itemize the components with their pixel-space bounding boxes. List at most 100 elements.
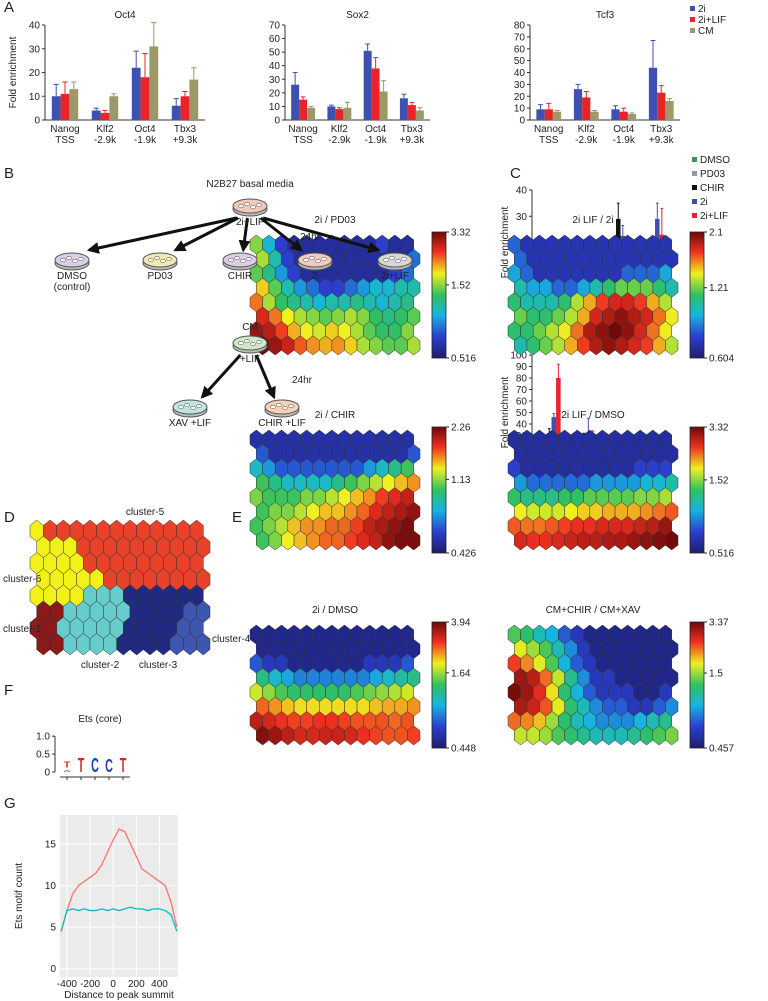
bar bbox=[619, 111, 628, 120]
x-tick-label: Oct4-1.9k bbox=[365, 124, 388, 146]
error-bar bbox=[592, 110, 597, 112]
som-cell bbox=[407, 530, 421, 551]
y-tick-label: 40 bbox=[514, 68, 526, 79]
dish bbox=[142, 252, 178, 268]
y-tick-label: 70 bbox=[514, 32, 526, 43]
legend-label: CHIR bbox=[700, 183, 724, 194]
diagram-title: N2B27 basal media bbox=[206, 179, 294, 190]
legend-label: 2i bbox=[698, 4, 706, 15]
bar bbox=[109, 96, 119, 120]
colorbar bbox=[431, 621, 447, 749]
colorbar bbox=[431, 231, 447, 359]
y-tick-label: 30 bbox=[269, 75, 281, 86]
bar bbox=[149, 46, 159, 120]
cell bbox=[256, 203, 262, 207]
logo-letter: T bbox=[120, 756, 127, 777]
cluster-label: cluster-4 bbox=[212, 634, 251, 645]
dish bbox=[222, 252, 258, 268]
legend-label: 2i+LIF bbox=[698, 15, 726, 26]
chart-title: Sox2 bbox=[346, 10, 369, 21]
colorbar bbox=[431, 426, 447, 554]
error-bar bbox=[71, 81, 77, 90]
legend-swatch bbox=[690, 28, 695, 33]
x-tick-label: -400 bbox=[57, 979, 77, 990]
colorbar-label: 1.64 bbox=[451, 668, 471, 679]
y-tick-label: 50 bbox=[516, 408, 528, 419]
node-sublabel: (control) bbox=[54, 282, 91, 293]
error-bar bbox=[53, 83, 59, 97]
y-tick-label: 90 bbox=[516, 362, 528, 373]
error-bar bbox=[308, 105, 314, 108]
error-bar bbox=[173, 98, 179, 106]
error-bar bbox=[660, 207, 664, 235]
colorbar-label: 1.52 bbox=[709, 475, 729, 486]
error-bar bbox=[613, 105, 618, 110]
bar bbox=[415, 110, 424, 120]
logo-letter: C bbox=[105, 756, 113, 777]
chart-title: 2i LIF / 2i bbox=[572, 215, 613, 226]
colorbar-label: 0.516 bbox=[709, 549, 734, 560]
bar bbox=[299, 99, 308, 120]
cell bbox=[60, 258, 66, 262]
error-bar bbox=[655, 202, 659, 219]
error-bar bbox=[621, 107, 627, 112]
legend-swatch bbox=[692, 185, 697, 190]
chart-title: 2i / CHIR bbox=[315, 410, 356, 421]
cell bbox=[244, 202, 250, 206]
bar bbox=[189, 79, 199, 120]
colorbar-label: 0.457 bbox=[709, 744, 734, 755]
cell bbox=[238, 204, 244, 208]
legend-swatch bbox=[692, 157, 697, 162]
error-bar bbox=[546, 102, 552, 110]
x-tick-label: 400 bbox=[151, 979, 168, 990]
error-bar bbox=[182, 91, 188, 97]
error-bar bbox=[191, 67, 197, 80]
colorbar-label: 0.604 bbox=[709, 354, 734, 365]
colorbar-label: 2.26 bbox=[451, 423, 471, 434]
y-tick-label: 50 bbox=[514, 56, 526, 67]
chart-title: 2i / DMSO bbox=[312, 605, 358, 616]
bar bbox=[371, 68, 380, 120]
cell bbox=[184, 403, 190, 407]
line-series bbox=[60, 906, 178, 932]
error-bar bbox=[629, 112, 635, 115]
cell bbox=[238, 341, 244, 345]
arrow bbox=[86, 216, 237, 254]
bar bbox=[171, 105, 181, 120]
cluster-label: cluster-1 bbox=[3, 624, 42, 635]
node-label: CM bbox=[242, 322, 258, 333]
error-bar bbox=[556, 363, 560, 378]
cluster-label: cluster-5 bbox=[126, 507, 165, 518]
arrow bbox=[254, 354, 276, 400]
y-tick-label: 60 bbox=[269, 34, 281, 45]
node-label: PD03 bbox=[147, 271, 172, 282]
y-tick-label: 30 bbox=[29, 44, 41, 55]
bar bbox=[582, 97, 591, 120]
cell bbox=[309, 256, 315, 260]
y-tick-label: 10 bbox=[45, 881, 57, 892]
chart-title: 2i / PD03 bbox=[314, 215, 356, 226]
bar bbox=[343, 107, 352, 120]
x-tick-label: Tbx3+9.3k bbox=[649, 124, 675, 146]
y-tick-label: 60 bbox=[514, 44, 526, 55]
cluster-label: cluster-3 bbox=[139, 660, 178, 671]
error-bar bbox=[336, 107, 342, 110]
cell bbox=[240, 259, 246, 263]
colorbar-label: 1.13 bbox=[451, 475, 471, 486]
legend-swatch bbox=[692, 213, 697, 218]
legend-label: 2i bbox=[700, 197, 708, 208]
cell bbox=[250, 342, 256, 346]
legend-swatch bbox=[692, 171, 697, 176]
duration-label: 24hr bbox=[292, 375, 313, 386]
legend-label: 2i+LIF bbox=[700, 211, 728, 222]
cell bbox=[166, 257, 172, 261]
bar bbox=[307, 107, 316, 120]
dish bbox=[54, 252, 90, 268]
som-cell bbox=[665, 725, 679, 746]
node-label: CHIR bbox=[228, 271, 252, 282]
error-bar bbox=[151, 22, 157, 47]
y-tick-label: 10 bbox=[514, 104, 526, 115]
bar bbox=[51, 96, 61, 120]
